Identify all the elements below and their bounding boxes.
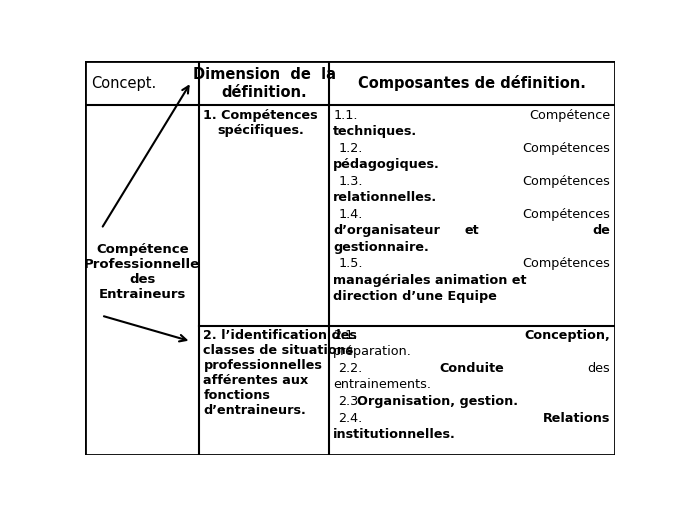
Text: direction d’une Equipe: direction d’une Equipe bbox=[333, 290, 497, 304]
Text: 2.3.: 2.3. bbox=[338, 395, 363, 408]
Text: Compétences: Compétences bbox=[522, 142, 611, 155]
Text: 2.1.: 2.1. bbox=[333, 329, 357, 342]
Text: Compétences: Compétences bbox=[522, 207, 611, 221]
Text: Relations: Relations bbox=[543, 411, 611, 425]
Text: 1.3.: 1.3. bbox=[338, 175, 363, 188]
Text: Conception,: Conception, bbox=[525, 329, 611, 342]
Text: Organisation, gestion.: Organisation, gestion. bbox=[357, 395, 518, 408]
Text: techniques.: techniques. bbox=[333, 125, 417, 138]
Text: institutionnelles.: institutionnelles. bbox=[333, 428, 456, 441]
Text: Composantes de définition.: Composantes de définition. bbox=[358, 75, 586, 91]
Text: Compétences: Compétences bbox=[522, 257, 611, 270]
Text: 2.4.: 2.4. bbox=[338, 411, 363, 425]
Text: Dimension  de  la
définition.: Dimension de la définition. bbox=[193, 67, 335, 100]
Text: d’organisateur: d’organisateur bbox=[333, 224, 440, 237]
Text: gestionnaire.: gestionnaire. bbox=[333, 241, 429, 254]
Text: des: des bbox=[587, 362, 611, 375]
Text: 2.2.: 2.2. bbox=[338, 362, 363, 375]
Text: Compétence
Professionnelle
des
Entraineurs: Compétence Professionnelle des Entraineu… bbox=[84, 243, 200, 301]
Text: 1.4.: 1.4. bbox=[338, 207, 363, 221]
Text: Compétence: Compétence bbox=[529, 108, 611, 122]
Text: relationnelles.: relationnelles. bbox=[333, 191, 437, 204]
Text: Conduite: Conduite bbox=[439, 362, 504, 375]
Text: et: et bbox=[464, 224, 479, 237]
Text: 1.2.: 1.2. bbox=[338, 142, 363, 155]
Text: entrainements.: entrainements. bbox=[333, 379, 431, 391]
Text: managériales animation et: managériales animation et bbox=[333, 274, 527, 287]
Text: de: de bbox=[593, 224, 611, 237]
Text: préparation.: préparation. bbox=[333, 345, 412, 358]
Text: pédagogiques.: pédagogiques. bbox=[333, 158, 440, 171]
Text: Concept.: Concept. bbox=[91, 76, 156, 91]
Text: 1.5.: 1.5. bbox=[338, 257, 363, 270]
Text: 1. Compétences
spécifiques.: 1. Compétences spécifiques. bbox=[204, 108, 318, 136]
Text: Compétences: Compétences bbox=[522, 175, 611, 188]
Text: 2. l’identification des
classes de situations
professionnelles
afférentes aux
fo: 2. l’identification des classes de situa… bbox=[204, 329, 357, 417]
Text: 1.1.: 1.1. bbox=[333, 108, 358, 122]
